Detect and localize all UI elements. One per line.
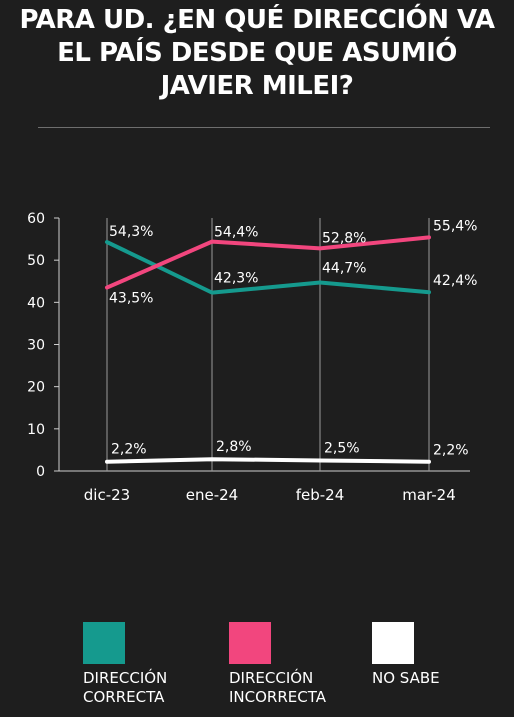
x-tick-label: ene-24 — [186, 486, 238, 504]
legend-item-correcta: DIRECCIÓN CORRECTA — [83, 622, 167, 707]
y-tick-label: 0 — [36, 464, 45, 480]
y-tick-label: 40 — [27, 295, 45, 311]
title-line-3: JAVIER MILEI? — [160, 71, 354, 101]
data-label-incorrecta: 55,4% — [433, 218, 477, 234]
data-label-correcta: 54,3% — [109, 224, 153, 240]
data-label-incorrecta: 43,5% — [109, 291, 153, 307]
legend-item-no-sabe: NO SABE — [372, 622, 440, 688]
legend-swatch-no-sabe — [372, 622, 414, 664]
data-label-incorrecta: 54,4% — [214, 225, 258, 241]
x-tick-label: dic-23 — [84, 486, 130, 504]
y-tick-label: 30 — [27, 338, 45, 354]
y-tick-label: 20 — [27, 380, 45, 396]
title-divider — [38, 127, 490, 128]
series-line-no-sabe — [105, 457, 431, 464]
data-label-no-sabe: 2,8% — [216, 439, 252, 455]
data-label-no-sabe: 2,2% — [111, 442, 147, 458]
y-tick-label: 60 — [27, 211, 45, 227]
y-tick-label: 10 — [27, 422, 45, 438]
data-label-incorrecta: 52,8% — [322, 230, 366, 246]
series-line-incorrecta — [105, 235, 431, 290]
legend-label-incorrecta: DIRECCIÓN INCORRECTA — [229, 669, 326, 706]
title-line-2: EL PAÍS DESDE QUE ASUMIÓ — [57, 38, 457, 68]
legend-label-no-sabe: NO SABE — [372, 669, 440, 687]
data-label-correcta: 44,7% — [322, 261, 366, 277]
data-label-correcta: 42,3% — [214, 271, 258, 287]
line-chart: 0 10 20 30 40 50 60 dic-23 ene-24 feb-24 mar-24 54,… — [27, 211, 477, 504]
title-line-1: PARA UD. ¿EN QUÉ DIRECCIÓN VA — [19, 5, 495, 35]
legend-item-incorrecta: DIRECCIÓN INCORRECTA — [229, 622, 326, 707]
chart-title: PARA UD. ¿EN QUÉ DIRECCIÓN VA EL PAÍS DE… — [0, 4, 514, 103]
series-line-correcta — [105, 240, 431, 295]
legend-swatch-incorrecta — [229, 622, 271, 664]
data-label-correcta: 42,4% — [433, 273, 477, 289]
x-tick-label: feb-24 — [296, 486, 345, 504]
data-label-no-sabe: 2,2% — [433, 443, 469, 459]
data-label-no-sabe: 2,5% — [324, 440, 360, 456]
y-tick-label: 50 — [27, 253, 45, 269]
x-tick-label: mar-24 — [402, 486, 456, 504]
legend-swatch-correcta — [83, 622, 125, 664]
legend-label-correcta: DIRECCIÓN CORRECTA — [83, 669, 168, 706]
